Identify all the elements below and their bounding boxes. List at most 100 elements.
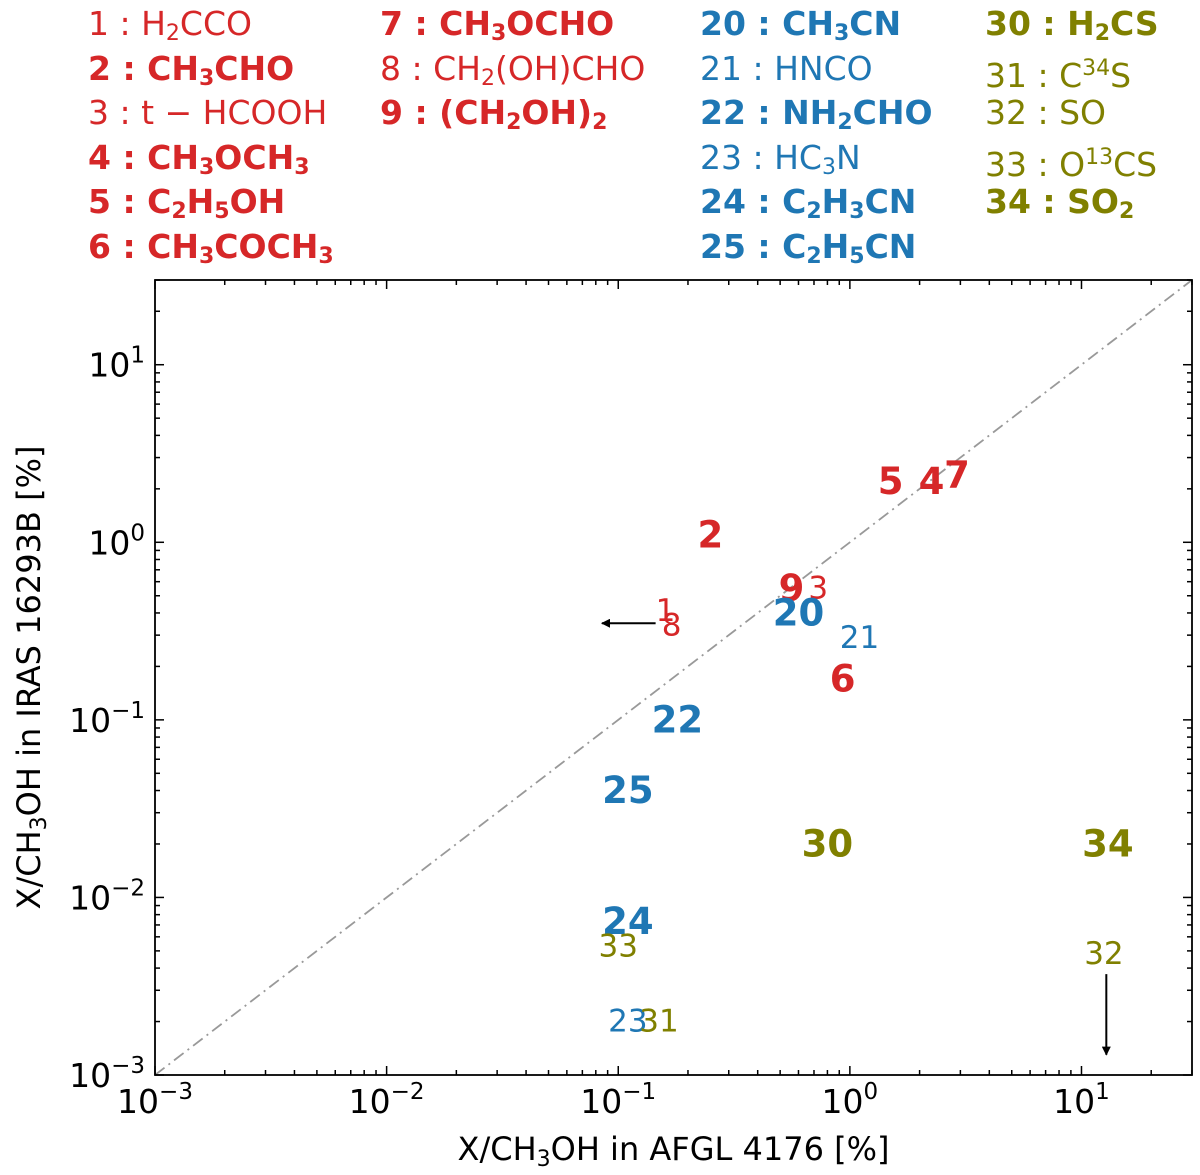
legend-item: 4 : CH3OCH3 <box>88 138 334 183</box>
legend-item: 6 : CH3COCH3 <box>88 227 334 272</box>
legend-column: 1 : H2CCO 2 : CH3CHO 3 : t − HCOOH 4 : CH3O… <box>88 4 334 271</box>
legend-species: CH3CHO <box>147 48 295 91</box>
legend-number: 30 : <box>985 4 1068 43</box>
y-tick-label: 10−2 <box>69 875 145 917</box>
data-point-label: 6 <box>830 657 856 700</box>
legend-number: 1 : <box>88 4 142 43</box>
legend-number: 5 : <box>88 182 148 221</box>
plot-frame <box>154 279 1193 1076</box>
legend-item: 32 : SO <box>985 93 1159 138</box>
x-tick-label: 101 <box>1053 1079 1110 1121</box>
legend-number: 6 : <box>88 226 148 266</box>
legend-species: C2H5OH <box>147 182 286 224</box>
legend-number: 33 : <box>985 144 1060 184</box>
legend-item: 21 : HNCO <box>700 49 933 94</box>
legend-item: 2 : CH3CHO <box>88 49 334 94</box>
data-point-label: 23 <box>608 1004 647 1040</box>
legend-item: 8 : CH2(OH)CHO <box>380 49 645 94</box>
data-point-label: 21 <box>840 620 879 656</box>
one-to-one-line <box>154 279 1193 1076</box>
x-tick-label: 10−2 <box>349 1079 425 1121</box>
legend-item: 9 : (CH2OH)2 <box>380 93 645 138</box>
legend-species: CH3COCH3 <box>147 226 334 269</box>
legend-species: CH3CN <box>782 4 902 46</box>
legend-number: 22 : <box>700 93 783 132</box>
legend-species: C2H5CN <box>782 226 917 269</box>
data-point-label: 32 <box>1084 936 1123 972</box>
legend-number: 9 : <box>380 93 440 132</box>
legend-item: 5 : C2H5OH <box>88 182 334 227</box>
legend-species: CH3OCHO <box>439 4 615 46</box>
legend-item: 22 : NH2CHO <box>700 93 933 138</box>
y-tick-label: 101 <box>88 343 145 385</box>
legend-item: 1 : H2CCO <box>88 4 334 49</box>
data-point-label: 1 <box>656 593 676 629</box>
legend-species: (CH2OH)2 <box>439 93 608 135</box>
legend-species: H2CS <box>1067 4 1159 46</box>
legend-species: NH2CHO <box>782 93 933 135</box>
legend-item: 20 : CH3CN <box>700 4 933 49</box>
data-point-label: 20 <box>773 591 825 634</box>
data-point-label: 25 <box>602 769 654 812</box>
legend-number: 20 : <box>700 4 783 43</box>
x-tick-label: 100 <box>822 1079 879 1121</box>
legend-number: 21 : <box>700 48 775 88</box>
data-point-label: 30 <box>802 822 854 865</box>
legend-number: 8 : <box>380 48 434 88</box>
legend-species: CH2(OH)CHO <box>433 48 646 91</box>
legend-number: 2 : <box>88 48 148 88</box>
data-point-label: 4 <box>919 460 945 503</box>
data-point-label: 24 <box>602 900 654 943</box>
legend-item: 33 : O13CS <box>985 138 1159 184</box>
y-axis-label: X/CH3OH in IRAS 16293B [%] <box>10 446 52 910</box>
y-tick-label: 10−1 <box>69 698 145 740</box>
legend-item: 25 : C2H5CN <box>700 227 933 272</box>
legend-item: 24 : C2H3CN <box>700 182 933 227</box>
data-point-label: 7 <box>944 453 970 496</box>
legend-column: 7 : CH3OCHO 8 : CH2(OH)CHO 9 : (CH2OH)2 <box>380 4 645 138</box>
legend-number: 7 : <box>380 4 440 43</box>
legend: 1 : H2CCO 2 : CH3CHO 3 : t − HCOOH 4 : CH3O… <box>0 0 1200 275</box>
legend-species: HNCO <box>774 48 873 88</box>
legend-number: 23 : <box>700 137 775 177</box>
legend-species: t − HCOOH <box>141 93 328 132</box>
legend-item: 7 : CH3OCHO <box>380 4 645 49</box>
x-tick-label: 10−3 <box>117 1079 193 1121</box>
legend-species: SO <box>1059 93 1107 132</box>
legend-species: C34S <box>1059 55 1132 95</box>
data-point-label: 8 <box>662 607 682 643</box>
data-point-label: 2 <box>698 513 724 556</box>
legend-item: 23 : HC3N <box>700 138 933 183</box>
legend-column: 20 : CH3CN 21 : HNCO 22 : NH2CHO 23 : HC3N 2… <box>700 4 933 271</box>
legend-item: 34 : SO2 <box>985 182 1159 227</box>
legend-number: 4 : <box>88 137 148 177</box>
legend-number: 32 : <box>985 93 1060 132</box>
y-tick-label: 10−3 <box>69 1053 145 1095</box>
legend-column: 30 : H2CS 31 : C34S 32 : SO 33 : O13CS 34 : … <box>985 4 1159 227</box>
legend-number: 25 : <box>700 226 783 266</box>
x-axis-label: X/CH3OH in AFGL 4176 [%] <box>458 1130 890 1172</box>
legend-species: SO2 <box>1067 182 1135 224</box>
legend-number: 34 : <box>985 182 1068 221</box>
data-point-label: 5 <box>878 460 904 503</box>
legend-species: C2H3CN <box>782 182 917 224</box>
data-point-label: 9 <box>779 567 805 610</box>
data-point-label: 33 <box>599 928 638 964</box>
legend-item: 30 : H2CS <box>985 4 1159 49</box>
data-point-label: 3 <box>808 570 828 606</box>
legend-item: 3 : t − HCOOH <box>88 93 334 138</box>
legend-number: 31 : <box>985 55 1060 95</box>
data-point-label: 34 <box>1082 822 1134 865</box>
data-point-label: 31 <box>639 1004 678 1040</box>
legend-item: 31 : C34S <box>985 49 1159 95</box>
x-tick-label: 10−1 <box>580 1079 656 1121</box>
legend-species: HC3N <box>774 137 861 180</box>
legend-species: O13CS <box>1059 144 1158 184</box>
y-tick-label: 100 <box>88 520 145 562</box>
legend-number: 3 : <box>88 93 142 132</box>
legend-species: CH3OCH3 <box>147 137 310 180</box>
legend-number: 24 : <box>700 182 783 221</box>
legend-species: H2CCO <box>141 4 252 46</box>
data-point-label: 22 <box>652 698 704 741</box>
